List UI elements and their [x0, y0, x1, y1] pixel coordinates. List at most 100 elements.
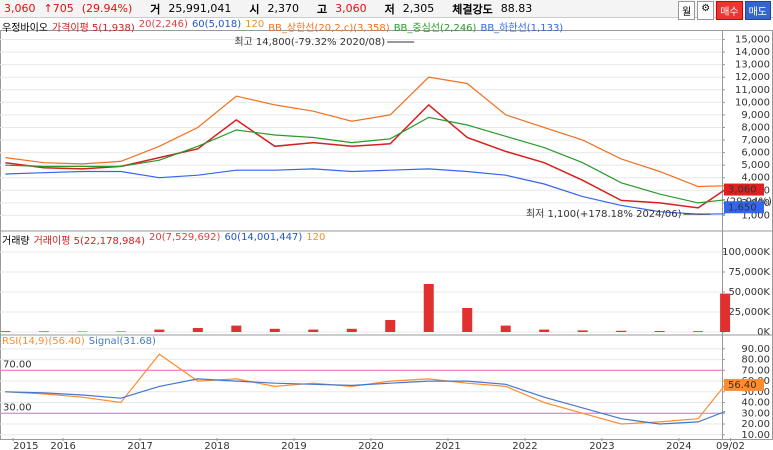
y-tick-label: 12,000 — [735, 72, 770, 83]
series-line — [5, 168, 726, 215]
y-tick-label: 13,000 — [735, 60, 770, 71]
price-tag-label: 3,060 — [728, 185, 757, 196]
legend: 거래량 거래이평 5(22,178,984) 20(7,529,692) 60(14,… — [2, 232, 325, 247]
y-tick-label: 80.00 — [741, 355, 770, 366]
legend-ma: 20(7,529,692) — [149, 232, 221, 243]
price-tag — [724, 201, 764, 214]
price-tag-label: 56.40 — [728, 380, 757, 391]
series-line — [5, 116, 726, 204]
y-tick-label: 4,000 — [741, 173, 770, 184]
item-value: 25,991,041 — [168, 2, 232, 15]
volume-bar — [720, 293, 731, 332]
y-tick-label: 70.00 — [741, 365, 770, 376]
legend: 우정바이오 가격이평 5(1,938) 20(2,246) 60(5,018) 120 B… — [2, 19, 563, 34]
x-tick-label: 2018 — [204, 441, 229, 450]
x-tick-label: 2021 — [435, 441, 460, 450]
x-tick-label: 2019 — [281, 441, 306, 450]
volume-bar — [308, 329, 319, 332]
y-tick-label: 100,000K — [722, 247, 770, 258]
period-button[interactable]: 월 — [678, 1, 696, 20]
legend-title: 우정바이오 — [2, 23, 48, 34]
y-tick-label: 50,000K — [728, 287, 770, 298]
series-line — [5, 378, 726, 425]
y-tick-label: 14,000 — [735, 47, 770, 58]
y-tick-label: 10,000 — [735, 97, 770, 108]
legend-entry: RSI(14,9)(56.40) — [2, 336, 85, 347]
y-tick-label: 30.00 — [741, 408, 770, 419]
y-tick-label: 0K — [757, 327, 770, 338]
volume-bar — [616, 330, 627, 332]
y-tick-label: 10.00 — [741, 430, 770, 441]
volume-bar — [38, 331, 49, 332]
y-tick-label: 75,000K — [728, 267, 770, 278]
legend-ma: 60(5,018) — [191, 19, 242, 30]
volume-bar — [115, 331, 126, 332]
volume-bar — [539, 329, 550, 332]
price-tag-label: 1,650 — [728, 202, 757, 213]
y-tick-label: 40.00 — [741, 398, 770, 409]
item-label: 저 — [384, 2, 395, 16]
legend-entry: BB_상한선(20,2,c)(3,358) — [268, 23, 390, 34]
y-tick-label: 6,000 — [741, 148, 770, 159]
price: 3,060 — [4, 2, 36, 15]
y-tick-label: 50.00 — [741, 387, 770, 398]
reference-label: 30.00 — [3, 402, 32, 413]
y-tick-label: 90.00 — [741, 344, 770, 355]
legend-entry: BB_중심선(2,246) — [393, 23, 477, 34]
legend-ma: 거래이평 5(22,178,984) — [33, 236, 146, 247]
x-tick-label: 09/02 — [716, 441, 745, 450]
volume-bar — [231, 325, 242, 332]
item-value: 3,060 — [335, 2, 367, 15]
y-tick-label: 25,000K — [728, 307, 770, 318]
item-value: 2,370 — [267, 2, 299, 15]
legend-ma: 120 — [306, 232, 326, 243]
legend-entry: Signal(31.68) — [88, 336, 156, 347]
x-tick-label: 2024 — [666, 441, 691, 450]
item-value: 2,305 — [402, 2, 435, 15]
item-label: 시 — [249, 2, 260, 16]
x-tick-label: 2020 — [358, 441, 383, 450]
item-label: 고 — [316, 2, 328, 16]
volume-bar — [423, 284, 434, 332]
annotation: 최고 14,800(-79.32% 2020/08) — [234, 36, 385, 48]
volume-bar — [577, 330, 588, 332]
volume-bar — [192, 328, 203, 332]
volume-bar — [693, 331, 704, 332]
legend: RSI(14,9)(56.40) Signal(31.68) — [2, 336, 156, 347]
item-label: 거 — [150, 2, 161, 16]
buy-button[interactable]: 매수 — [716, 1, 743, 20]
volume-bar — [385, 320, 396, 332]
y-tick-label: 1,000 — [741, 210, 770, 221]
y-tick-label: 15,000 — [735, 35, 770, 46]
legend-title: 거래량 — [2, 236, 30, 247]
price-tag — [724, 378, 764, 391]
y-tick-label: 7,000 — [741, 135, 770, 146]
volume-bar — [0, 331, 11, 332]
sell-button[interactable]: 매도 — [744, 1, 771, 20]
item-value: 88.83 — [500, 2, 533, 15]
annotation: 최저 1,100(+178.18% 2024/06) — [526, 208, 682, 220]
reference-label: 70.00 — [3, 359, 32, 370]
y-tick-label: 8,000 — [741, 122, 770, 133]
legend-ma: 120 — [245, 19, 265, 30]
volume-bar — [346, 328, 357, 332]
price-tag — [724, 183, 764, 196]
volume-bar — [269, 328, 280, 332]
rate: (29.94%) — [81, 2, 133, 15]
legend-entry: BB_하한선(1,133) — [480, 23, 564, 34]
change: ↑705 — [43, 2, 74, 15]
volume-bar — [500, 325, 511, 332]
y-tick-label: 11,000 — [735, 85, 770, 96]
settings-button[interactable]: ⚙ — [697, 1, 715, 20]
x-tick-label: 2015 — [13, 441, 38, 450]
x-tick-label: 2017 — [127, 441, 152, 450]
legend-ma: 가격이평 5(1,938) — [52, 23, 135, 34]
series-line — [5, 76, 726, 188]
y-tick-label: 9,000 — [741, 110, 770, 121]
x-tick-label: 2023 — [589, 441, 614, 450]
legend-ma: 20(2,246) — [138, 19, 188, 30]
y-tick-label: 20.00 — [741, 419, 770, 430]
volume-bar — [654, 331, 665, 332]
